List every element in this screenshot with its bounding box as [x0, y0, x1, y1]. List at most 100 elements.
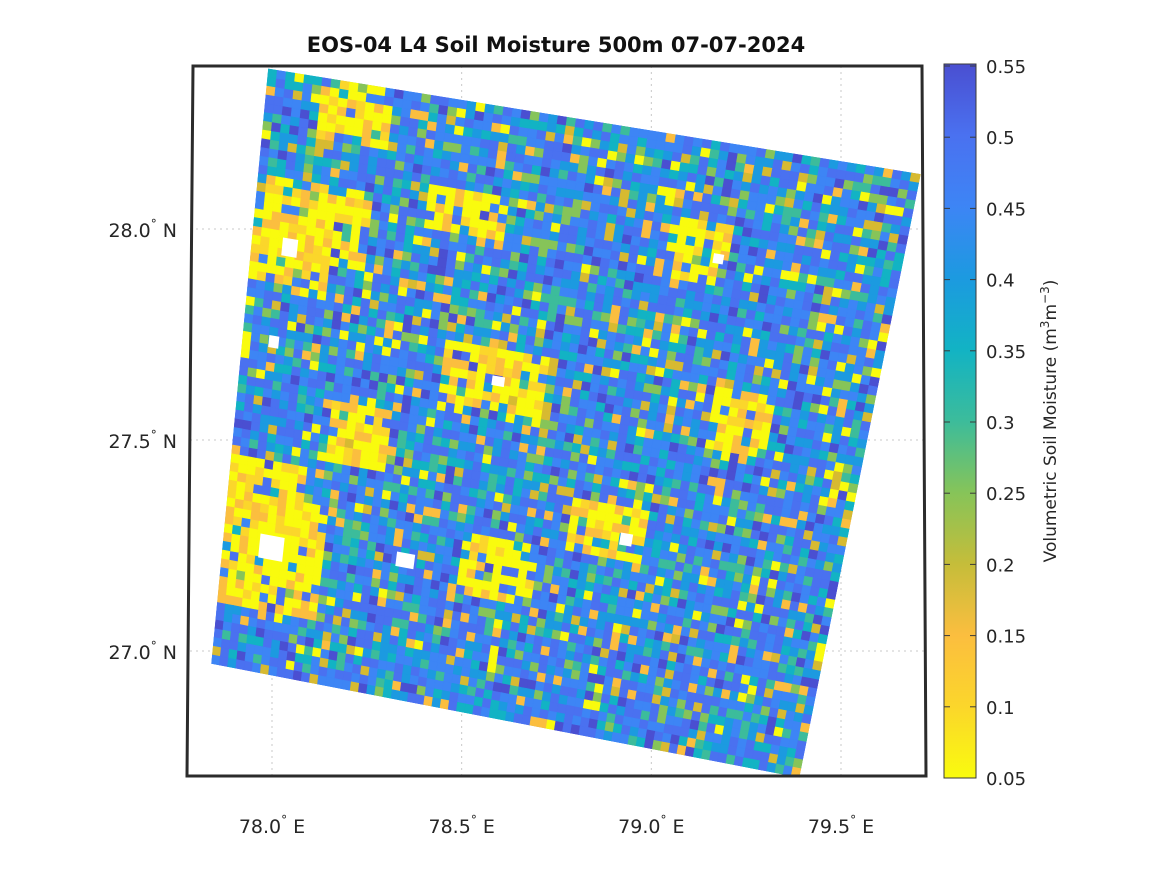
swath-pixel [454, 116, 466, 128]
swath-pixel [588, 500, 600, 512]
swath-pixel [643, 210, 655, 222]
swath-pixel [743, 218, 755, 230]
swath-pixel [664, 250, 676, 262]
swath-pixel [507, 332, 519, 344]
swath-pixel [349, 681, 360, 693]
swath-pixel [685, 235, 697, 247]
swath-pixel [658, 176, 670, 188]
swath-pixel [658, 231, 670, 243]
swath-pixel [544, 383, 556, 395]
swath-pixel [644, 201, 656, 213]
swath-pixel [493, 239, 505, 251]
swath-pixel [432, 148, 444, 160]
swath-pixel [670, 269, 682, 281]
swath-pixel [584, 237, 596, 249]
swath-pixel [634, 209, 646, 221]
swath-pixel [308, 110, 320, 122]
swath-pixel [652, 266, 664, 278]
swath-pixel [641, 282, 653, 294]
swath-pixel [519, 118, 531, 130]
swath-pixel [560, 513, 572, 525]
swath-pixel [647, 356, 659, 368]
lat-tick-label: 27.5° N [108, 428, 177, 453]
swath-pixel [485, 671, 496, 683]
swath-pixel [698, 210, 710, 222]
swath-pixel [544, 447, 555, 459]
swath-pixel [606, 331, 618, 343]
swath-pixel [674, 134, 686, 146]
swath-pixel [622, 452, 634, 464]
swath-pixel [544, 501, 556, 513]
swath-pixel [691, 254, 703, 266]
swath-pixel [624, 153, 636, 165]
swath-pixel [566, 414, 578, 426]
swath-pixel [556, 304, 568, 316]
swath-pixel [606, 150, 618, 162]
swath-pixel [482, 689, 494, 701]
swath-pixel [650, 338, 661, 350]
swath-pixel [654, 257, 666, 269]
swath-pixel [598, 547, 610, 559]
swath-pixel [863, 403, 875, 415]
swath-pixel [729, 243, 741, 255]
swath-pixel [501, 502, 512, 514]
swath-pixel [680, 316, 692, 328]
swath-pixel [655, 194, 667, 206]
lon-tick-label: 78.5° E [429, 813, 495, 838]
swath-pixel [501, 620, 512, 632]
swath-pixel [529, 544, 541, 556]
swath-pixel [698, 319, 710, 331]
swath-pixel [619, 415, 631, 427]
swath-pixel [551, 339, 563, 351]
swath-pixel [888, 278, 900, 290]
swath-pixel [561, 206, 573, 218]
swath-pixel [616, 323, 628, 335]
swath-pixel [515, 144, 527, 156]
swath-pixel [500, 565, 512, 577]
swath-pixel [622, 397, 634, 409]
swath-pixel [663, 259, 675, 271]
swath-pixel [546, 547, 558, 559]
swath-pixel [603, 294, 614, 306]
swath-pixel [671, 151, 683, 163]
swath-pixel [606, 385, 618, 397]
swath-pixel [647, 184, 659, 196]
swath-pixel [611, 295, 623, 307]
swath-pixel [665, 241, 677, 253]
swath-pixel [650, 166, 662, 178]
swath-pixel [561, 504, 573, 516]
swath-pixel [604, 168, 616, 180]
swath-pixel [602, 466, 614, 478]
swath-pixel [518, 316, 530, 328]
swath-pixel [518, 677, 529, 689]
swath-pixel [692, 355, 704, 367]
colorbar-tick-label: 0.35 [986, 342, 1026, 363]
swath-pixel [635, 200, 647, 212]
lat-tick-label: 27.0° N [108, 639, 177, 664]
swath-pixel [632, 390, 644, 402]
swath-pixel [622, 170, 634, 182]
swath-pixel [609, 195, 621, 207]
swath-pixel [668, 223, 680, 236]
swath-pixel [598, 266, 610, 278]
swath-pixel [692, 246, 704, 258]
swath-pixel [538, 301, 550, 313]
swath-pixel [435, 194, 447, 206]
swath-pixel [507, 206, 518, 218]
swath-pixel [660, 385, 672, 397]
swath-pixel [696, 165, 709, 177]
swath-pixel [909, 172, 921, 184]
swath-pixel [858, 429, 870, 441]
swath-pixel [633, 218, 645, 230]
swath-pixel [547, 303, 559, 315]
swath-pixel [455, 701, 467, 714]
swath-pixel [503, 548, 514, 560]
swath-pixel [603, 403, 615, 415]
swath-pixel [308, 673, 319, 685]
swath-pixel [682, 307, 694, 319]
colorbar-tick-label: 0.55 [986, 57, 1026, 78]
swath-pixel [624, 497, 635, 509]
colorbar-tick-label: 0.05 [986, 769, 1026, 790]
swath-pixel [569, 569, 580, 581]
swath-pixel [304, 154, 315, 166]
